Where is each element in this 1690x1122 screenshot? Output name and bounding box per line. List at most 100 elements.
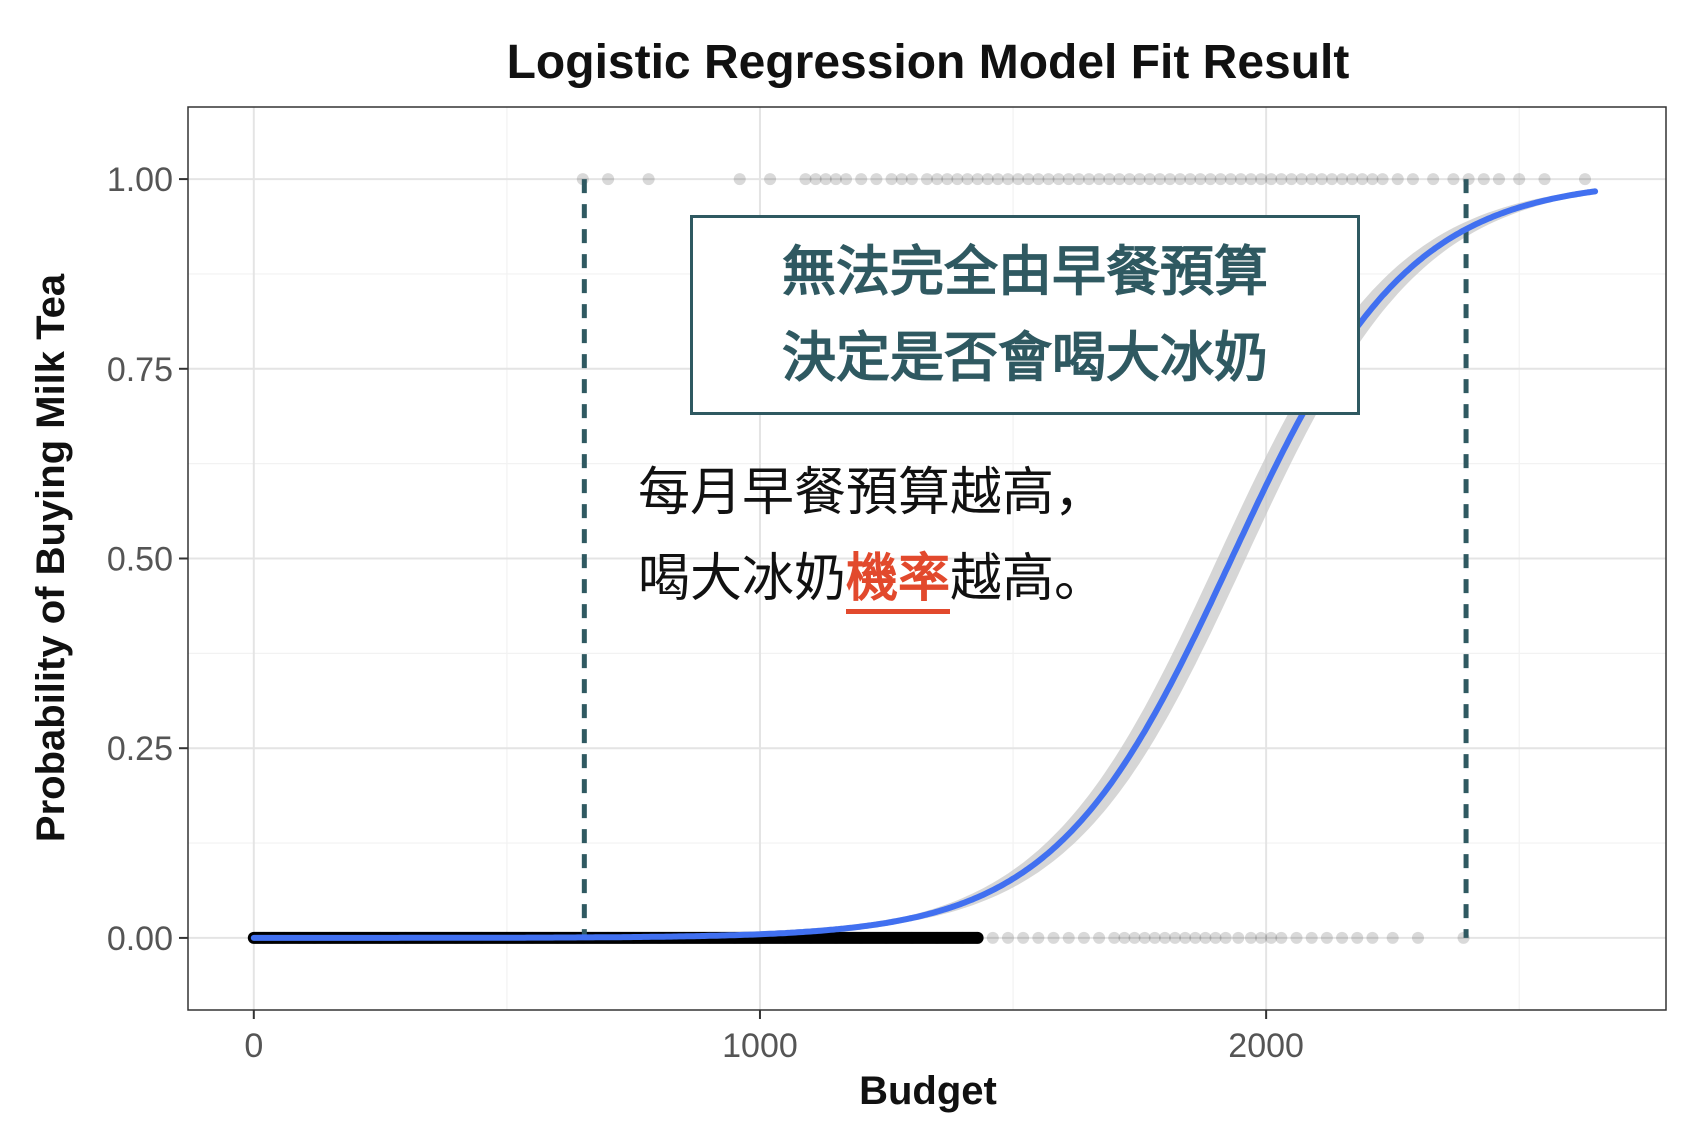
data-point [1356,173,1369,186]
y-tick-label: 0.50 [107,541,173,579]
note-line-2: 喝大冰奶機率越高。 [638,536,1106,622]
data-point [1032,931,1045,944]
data-point [1325,173,1338,186]
data-point [602,173,615,186]
data-point [1391,173,1404,186]
data-point [1163,173,1176,186]
data-point [1275,931,1288,944]
data-point [951,173,964,186]
data-point [1001,173,1014,186]
data-point [1477,173,1490,186]
data-point [1022,173,1035,186]
data-point [1351,931,1364,944]
data-point [1042,173,1055,186]
data-point [931,173,944,186]
note-line-2-pre: 喝大冰奶 [638,549,847,609]
data-point [1295,173,1308,186]
y-axis: 0.00 0.25 0.50 0.75 1.00 [107,161,188,958]
data-point [1290,931,1303,944]
data-point [1108,931,1121,944]
data-point [764,173,777,186]
data-point [829,931,842,944]
data-point [1513,173,1526,186]
data-point [1219,931,1232,944]
data-point [1386,931,1399,944]
fit-curve [250,188,1599,941]
annotation-note: 每月早餐預算越高， 喝大冰奶機率越高。 [638,450,1106,622]
data-point [1174,173,1187,186]
y-tick-label: 0.25 [107,730,173,768]
data-point [1077,931,1090,944]
data-point [1204,173,1217,186]
note-line-2-post: 越高。 [950,549,1107,609]
callout-box: 無法完全由早餐預算 決定是否會喝大冰奶 [690,215,1360,415]
note-highlight: 機率 [846,549,951,614]
data-point [829,173,842,186]
x-axis-title: Budget [859,1069,997,1113]
data-point [1336,931,1349,944]
data-point [1232,931,1245,944]
data-point [1189,931,1202,944]
data-point [1234,173,1247,186]
data-point [1209,931,1222,944]
data-point [1169,931,1182,944]
y-tick-label: 1.00 [107,161,173,199]
data-point [1158,931,1171,944]
data-point [931,931,944,944]
data-point [1133,173,1146,186]
data-point [905,931,918,944]
data-point [1492,173,1505,186]
data-point [1123,173,1136,186]
data-point [905,173,918,186]
y-tick-label: 0.75 [107,351,173,389]
data-point [1255,931,1268,944]
data-point [1062,173,1075,186]
y-axis-title: Probability of Buying Milk Tea [29,273,73,842]
callout-line-1: 無法完全由早餐預算 [782,240,1268,303]
data-point [1062,931,1075,944]
data-point [956,931,969,944]
data-point [1538,173,1551,186]
data-point [804,931,817,944]
data-point [971,173,984,186]
note-line-1: 每月早餐預算越高， [638,463,1107,523]
data-point [1285,173,1298,186]
reference-lines [581,179,1469,938]
data-point [1184,173,1197,186]
data-point [1265,173,1278,186]
data-point [1012,173,1025,186]
data-point [642,173,655,186]
data-point [1072,173,1085,186]
data-point [840,173,853,186]
data-point [1148,931,1161,944]
data-point [1427,173,1440,186]
data-point [1113,173,1126,186]
y-tick-label: 0.00 [107,920,173,958]
data-point [1103,173,1116,186]
data-point [819,173,832,186]
data-point [1366,173,1379,186]
data-point [986,931,999,944]
fit-line [250,188,1599,941]
data-point [1275,173,1288,186]
data-point [1244,931,1257,944]
data-point [1376,173,1389,186]
data-point [1579,173,1592,186]
data-point [1406,173,1419,186]
data-point [885,173,898,186]
data-point [1194,173,1207,186]
data-point [1265,931,1278,944]
data-point [1093,173,1106,186]
data-point [1093,931,1106,944]
x-tick-label: 1000 [722,1027,798,1065]
data-point [1305,931,1318,944]
data-point [1346,173,1359,186]
data-point [1128,931,1141,944]
data-point [1320,931,1333,944]
data-point [1244,173,1257,186]
data-point [733,173,746,186]
data-point [1199,931,1212,944]
data-point [1001,931,1014,944]
x-tick-label: 0 [244,1027,263,1065]
x-axis: 0 1000 2000 [244,1010,1304,1065]
